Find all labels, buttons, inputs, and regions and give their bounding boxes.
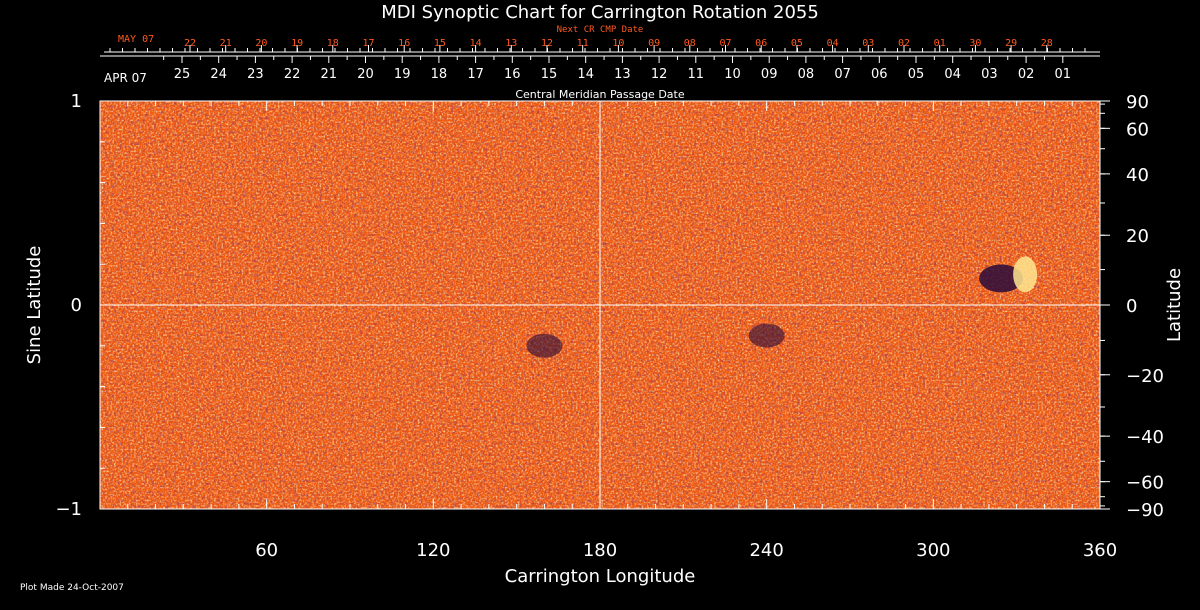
y-axis-right-label: Latitude bbox=[1164, 268, 1185, 342]
next-cr-day: 20 bbox=[255, 38, 267, 49]
next-cr-day: 08 bbox=[684, 38, 696, 49]
y-right-tick-label: 0 bbox=[1126, 296, 1137, 317]
x-axis-label: Carrington Longitude bbox=[505, 566, 696, 587]
next-cr-month: MAY 07 bbox=[118, 34, 154, 45]
x-axis: 60 120 180 240 300 360 bbox=[127, 101, 1117, 561]
cmp-day: 19 bbox=[394, 67, 411, 82]
x-tick-label: 360 bbox=[1083, 540, 1117, 561]
cmp-day: 18 bbox=[431, 67, 448, 82]
active-region-negative bbox=[979, 264, 1024, 293]
next-cr-day: 14 bbox=[470, 38, 482, 49]
cmp-month: APR 07 bbox=[104, 71, 147, 85]
cmp-day: 21 bbox=[321, 67, 338, 82]
next-cr-day: 19 bbox=[291, 38, 303, 49]
cmp-day: 10 bbox=[724, 67, 741, 82]
next-cr-day: 22 bbox=[184, 38, 196, 49]
y-right-tick-label: 40 bbox=[1126, 165, 1149, 186]
cmp-day: 13 bbox=[614, 67, 631, 82]
top-date-axes: Next CR CMP Date MAY 07 22 21 20 19 18 17 16 15 14… bbox=[100, 25, 1100, 101]
next-cr-day: 15 bbox=[434, 38, 446, 49]
next-cr-day: 01 bbox=[934, 38, 946, 49]
y-right-tick-label: 60 bbox=[1126, 119, 1149, 140]
cmp-day: 11 bbox=[688, 67, 705, 82]
next-cr-day: 12 bbox=[541, 38, 553, 49]
cmp-day: 02 bbox=[1018, 67, 1035, 82]
cmp-day: 17 bbox=[467, 67, 484, 82]
next-cr-day: 04 bbox=[827, 38, 839, 49]
next-cr-day: 29 bbox=[1005, 38, 1017, 49]
negative-patch bbox=[748, 323, 785, 348]
x-tick-label: 300 bbox=[916, 540, 950, 561]
next-cr-day: 11 bbox=[577, 38, 589, 49]
next-cr-day: 30 bbox=[969, 38, 981, 49]
x-tick-label: 120 bbox=[416, 540, 450, 561]
y-right-tick-label: −20 bbox=[1126, 366, 1164, 387]
cmp-day: 23 bbox=[247, 67, 264, 82]
y-right-tick-label: 90 bbox=[1126, 92, 1149, 113]
next-cr-day: 16 bbox=[398, 38, 410, 49]
y-axis-right: 90 60 40 20 0 −20 −40 −60 −90 bbox=[1100, 92, 1164, 521]
y-right-tick-label: −60 bbox=[1126, 473, 1164, 494]
y-axis-left-label: Sine Latitude bbox=[24, 246, 45, 365]
cmp-day: 25 bbox=[174, 67, 191, 82]
next-cr-day: 21 bbox=[220, 38, 232, 49]
cmp-day: 04 bbox=[944, 67, 961, 82]
cmp-day: 05 bbox=[908, 67, 925, 82]
cmp-day: 06 bbox=[871, 67, 888, 82]
x-tick-label: 240 bbox=[749, 540, 783, 561]
next-cr-day: 02 bbox=[898, 38, 910, 49]
next-cr-day: 10 bbox=[612, 38, 624, 49]
next-cr-day: 06 bbox=[755, 38, 767, 49]
cmp-day: 07 bbox=[834, 67, 851, 82]
cmp-axis-label: Central Meridian Passage Date bbox=[515, 88, 684, 101]
cmp-day: 03 bbox=[981, 67, 998, 82]
y-left-tick-label: −1 bbox=[55, 499, 82, 520]
cmp-day: 15 bbox=[541, 67, 558, 82]
map-features bbox=[526, 256, 1038, 358]
y-left-tick-label: 1 bbox=[71, 91, 82, 112]
x-tick-label: 180 bbox=[583, 540, 617, 561]
y-axis-left: 1 0 −1 bbox=[55, 91, 110, 520]
active-region-positive bbox=[1013, 256, 1038, 293]
next-cr-day: 05 bbox=[791, 38, 803, 49]
negative-patch bbox=[526, 333, 563, 358]
cmp-day: 14 bbox=[577, 67, 594, 82]
next-cr-day: 09 bbox=[648, 38, 660, 49]
next-cr-day: 13 bbox=[505, 38, 517, 49]
next-cr-axis-label: Next CR CMP Date bbox=[557, 25, 644, 35]
chart-title: MDI Synoptic Chart for Carrington Rotati… bbox=[381, 2, 819, 23]
next-cr-day: 18 bbox=[327, 38, 339, 49]
y-right-tick-label: −90 bbox=[1126, 500, 1164, 521]
next-cr-day: 07 bbox=[719, 38, 731, 49]
cmp-day: 22 bbox=[284, 67, 301, 82]
cmp-day: 01 bbox=[1055, 67, 1072, 82]
y-right-tick-label: 20 bbox=[1126, 226, 1149, 247]
x-tick-label: 60 bbox=[255, 540, 278, 561]
cmp-day: 16 bbox=[504, 67, 521, 82]
cmp-day: 24 bbox=[210, 67, 227, 82]
gridlines bbox=[100, 101, 1100, 509]
y-right-tick-label: −40 bbox=[1126, 427, 1164, 448]
next-cr-day: 03 bbox=[862, 38, 874, 49]
next-cr-day: 17 bbox=[362, 38, 374, 49]
cmp-day: 08 bbox=[798, 67, 815, 82]
cmp-day: 12 bbox=[651, 67, 668, 82]
next-cr-day: 28 bbox=[1041, 38, 1053, 49]
y-left-tick-label: 0 bbox=[71, 295, 82, 316]
plot-made-footer: Plot Made 24-Oct-2007 bbox=[20, 583, 124, 593]
cmp-day: 20 bbox=[357, 67, 374, 82]
cmp-day: 09 bbox=[761, 67, 778, 82]
